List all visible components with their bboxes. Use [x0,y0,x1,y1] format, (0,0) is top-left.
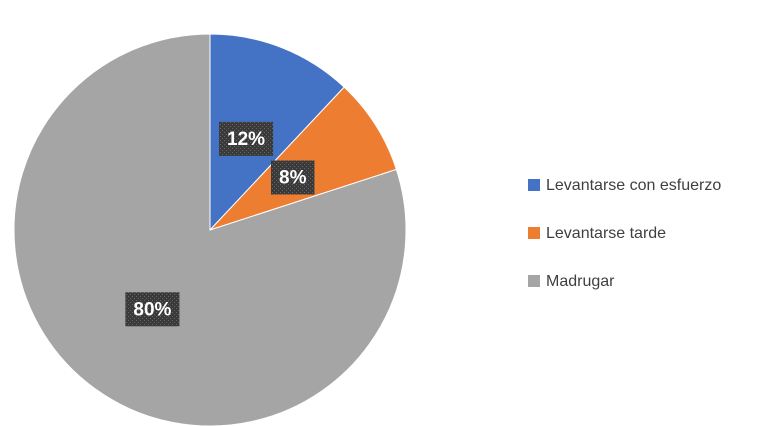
data-label-box [219,121,274,156]
legend-swatch [528,227,540,239]
data-label: 12% [227,129,265,150]
data-label-box [125,292,180,327]
legend-label: Levantarse tarde [546,225,666,242]
legend-label: Madrugar [546,273,615,290]
legend-label: Levantarse con esfuerzo [546,177,721,194]
pie-slice [209,33,345,232]
data-label-box [271,160,315,195]
legend-swatch [528,179,540,191]
legend-swatch [528,275,540,287]
data-label: 80% [133,299,171,320]
pie-slice [13,33,407,426]
pie-slice [209,86,398,231]
data-label: 8% [279,168,307,189]
